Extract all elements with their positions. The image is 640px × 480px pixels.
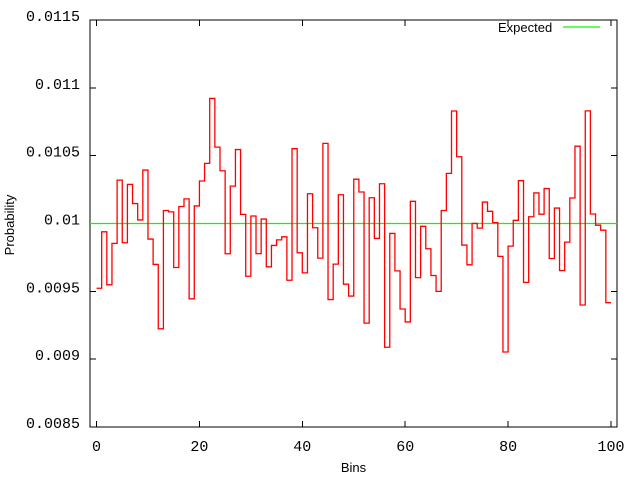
svg-text:40: 40 [293,439,311,456]
svg-text:0.011: 0.011 [35,77,80,94]
svg-text:100: 100 [597,439,624,456]
svg-text:Probability: Probability [2,194,17,255]
svg-text:20: 20 [190,439,208,456]
svg-text:Bins: Bins [341,460,367,475]
svg-text:0.009: 0.009 [35,348,80,365]
svg-text:60: 60 [396,439,414,456]
svg-text:0.0085: 0.0085 [26,416,80,433]
svg-text:0.01: 0.01 [44,213,80,230]
svg-text:80: 80 [499,439,517,456]
svg-text:0.0105: 0.0105 [26,145,80,162]
svg-text:0: 0 [92,439,101,456]
svg-text:0.0095: 0.0095 [26,280,80,297]
svg-text:0.0115: 0.0115 [26,9,80,26]
svg-text:Expected: Expected [498,20,552,35]
